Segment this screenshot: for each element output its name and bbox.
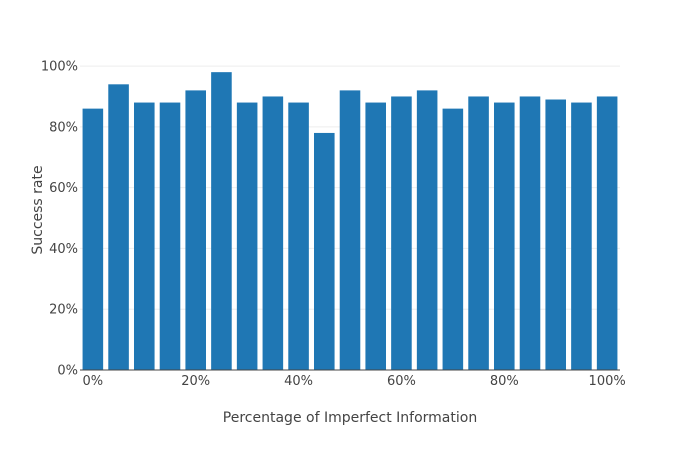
x-tick-label: 80% xyxy=(490,374,519,389)
bar xyxy=(571,102,592,371)
bar xyxy=(442,108,464,371)
y-tick-label: 100% xyxy=(41,60,78,75)
bar xyxy=(545,99,566,371)
y-tick-label: 0% xyxy=(57,364,78,379)
bars xyxy=(82,72,618,371)
x-tick-label: 40% xyxy=(284,374,313,389)
x-tick-label: 20% xyxy=(181,374,210,389)
bar xyxy=(365,102,386,371)
bar xyxy=(519,96,541,371)
bar xyxy=(288,102,309,371)
x-tick-label: 0% xyxy=(83,374,104,389)
bar xyxy=(134,102,155,371)
bar xyxy=(339,90,361,371)
x-axis-title: Percentage of Imperfect Information xyxy=(223,410,477,426)
bar xyxy=(596,96,618,371)
bar xyxy=(108,84,129,371)
bar xyxy=(391,96,412,371)
bar xyxy=(211,72,232,370)
y-tick-label: 80% xyxy=(49,120,78,135)
y-tick-label: 60% xyxy=(49,181,78,196)
x-tick-label: 100% xyxy=(589,374,626,389)
x-tick-label: 60% xyxy=(387,374,416,389)
bar xyxy=(494,102,515,371)
y-tick-labels: 0% 20% 40% 60% 80% 100% xyxy=(41,60,78,379)
bar xyxy=(82,108,104,371)
bar xyxy=(416,90,438,371)
bar xyxy=(262,96,284,371)
y-axis-title: Success rate xyxy=(30,165,46,254)
bar xyxy=(159,102,181,371)
bar xyxy=(236,102,258,371)
bar xyxy=(185,90,206,371)
x-tick-labels: 0% 20% 40% 60% 80% 100% xyxy=(83,374,626,389)
bar xyxy=(314,132,335,370)
bar xyxy=(468,96,489,371)
y-tick-label: 40% xyxy=(49,242,78,257)
y-tick-label: 20% xyxy=(49,303,78,318)
